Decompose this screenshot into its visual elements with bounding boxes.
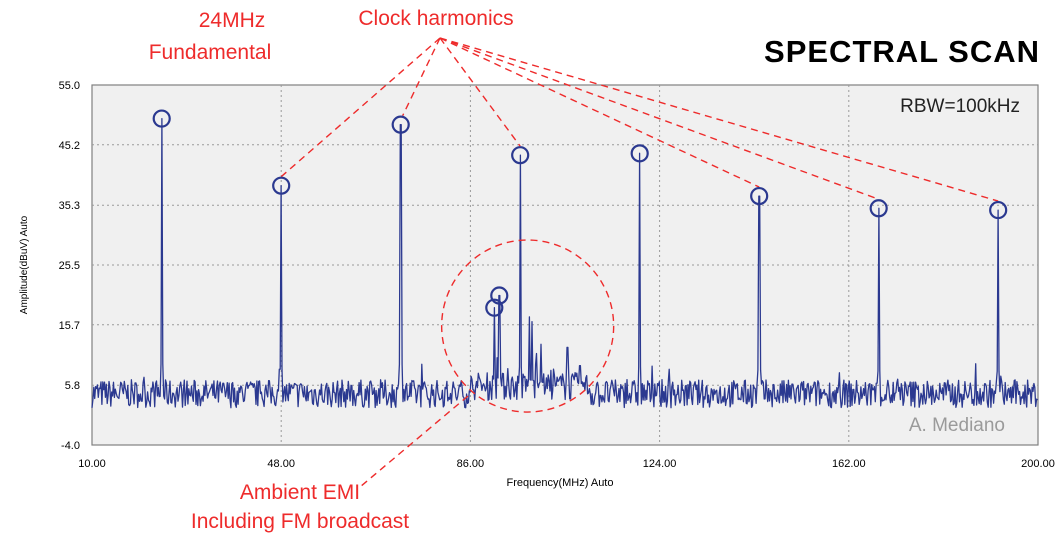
y-axis-label: Amplitude(dBuV) Auto [19, 215, 30, 314]
fundamental-label-line1: 24MHz [199, 9, 266, 32]
fundamental-label-line2: Fundamental [149, 41, 272, 64]
y-tick-label: 5.8 [65, 380, 80, 392]
chart-title: SPECTRAL SCAN [764, 34, 1040, 69]
x-tick-label: 124.00 [643, 458, 677, 470]
y-tick-label: 35.3 [59, 200, 80, 212]
rbw-label: RBW=100kHz [900, 96, 1020, 117]
x-tick-label: 162.00 [832, 458, 866, 470]
x-tick-label: 48.00 [267, 458, 295, 470]
y-tick-label: 25.5 [59, 260, 80, 272]
x-axis-label: Frequency(MHz) Auto [507, 477, 614, 489]
clock-harmonics-label: Clock harmonics [358, 7, 513, 30]
y-tick-label: -4.0 [61, 440, 80, 452]
y-tick-label: 15.7 [59, 320, 80, 332]
y-axis-ticks: 55.0 45.2 35.3 25.5 15.7 5.8 -4.0 [59, 80, 80, 452]
x-tick-label: 200.00 [1021, 458, 1055, 470]
emi-label-line1: Ambient EMI [240, 481, 360, 504]
credit-label: A. Mediano [909, 415, 1005, 436]
y-tick-label: 55.0 [59, 80, 80, 92]
x-axis-ticks: 10.00 48.00 86.00 124.00 162.00 200.00 [78, 458, 1055, 470]
y-tick-label: 45.2 [59, 140, 80, 152]
x-tick-label: 10.00 [78, 458, 106, 470]
x-tick-label: 86.00 [457, 458, 485, 470]
emi-label-line2: Including FM broadcast [191, 510, 409, 533]
